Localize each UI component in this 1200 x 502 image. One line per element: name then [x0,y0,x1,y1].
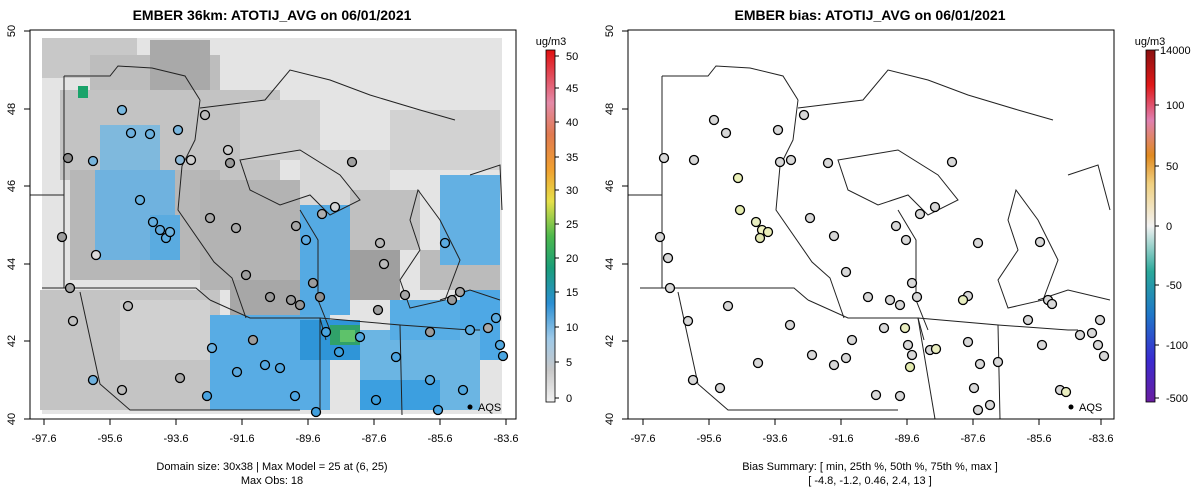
panel-model: EMBER 36km: ATOTIJ_AVG on 06/01/2021 [6,7,578,487]
y-tick-label: 44 [6,258,18,270]
aqs-sites [56,104,509,418]
colorbar-model: ug/m3 0 5 10 15 20 25 30 35 [536,36,579,405]
x-tick-label: -95.6 [97,433,122,445]
colorbar-tick: 15 [566,287,578,299]
colorbar-unit: ug/m3 [1135,36,1166,48]
x-tick-label: -83.6 [1088,433,1113,445]
colorbar-tick: 14000 [1160,45,1191,57]
x-tick-label: -89.6 [894,433,919,445]
x-tick-label: -85.6 [427,433,452,445]
footer-line-2: Max Obs: 18 [241,475,303,487]
x-tick-label: -95.6 [696,433,721,445]
colorbar-tick: 0 [566,393,572,405]
colorbar-unit: ug/m3 [536,36,567,48]
y-tick-label: 48 [6,103,18,115]
aqs-legend-dot [1068,404,1074,410]
colorbar-tick: -100 [1166,340,1188,352]
colorbar-tick: 10 [566,322,578,334]
x-tick-label: -91.6 [229,433,254,445]
model-field [30,30,516,419]
colorbar-tick: 0 [1166,221,1172,233]
y-axis [24,30,30,420]
y-tick-label: 40 [6,413,18,425]
boundaries [30,65,503,416]
aqs-legend-label: AQS [1079,402,1102,414]
x-tick-label: -93.6 [163,433,188,445]
colorbar-tick: 35 [566,152,578,164]
colorbar-bias: ug/m3 -500 -100 -50 0 50 100 14000 [1135,36,1191,405]
y-tick-label: 40 [604,413,616,425]
y-tick-label: 48 [604,103,616,115]
colorbar-tick: 100 [1166,100,1184,112]
footer-line-2: [ -4.8, -1.2, 0.46, 2.4, 13 ] [808,475,932,487]
x-tick-label: -85.6 [1026,433,1051,445]
panel-bias: EMBER bias: ATOTIJ_AVG on 06/01/2021 [604,7,1191,487]
boundaries [628,65,1111,420]
x-tick-label: -87.6 [361,433,386,445]
panel-title: EMBER bias: ATOTIJ_AVG on 06/01/2021 [734,7,1005,23]
bias-sites [654,109,1110,416]
colorbar-tick: 20 [566,253,578,265]
aqs-legend-dot [467,404,473,410]
y-tick-label: 46 [604,180,616,192]
x-tick-label: -97.6 [31,433,56,445]
colorbar-tick: 25 [566,219,578,231]
colorbar-tick: 50 [1166,161,1178,173]
x-axis [642,419,1102,425]
plot-frame [627,29,1115,420]
colorbar-tick: 30 [566,185,578,197]
y-axis [622,30,628,420]
colorbar-tick: -50 [1166,280,1182,292]
colorbar-tick: 5 [566,357,572,369]
x-tick-label: -97.6 [630,433,655,445]
y-tick-label: 50 [604,25,616,37]
x-tick-label: -91.6 [828,433,853,445]
footer-line-1: Bias Summary: [ min, 25th %, 50th %, 75t… [742,461,998,473]
footer-line-1: Domain size: 30x38 | Max Model = 25 at (… [156,461,387,473]
colorbar-tick: 45 [566,83,578,95]
aqs-legend-label: AQS [478,402,501,414]
bias-map [628,30,1114,420]
y-tick-label: 42 [6,335,18,347]
x-tick-label: -93.6 [762,433,787,445]
y-tick-label: 42 [604,335,616,347]
colorbar-tick: -500 [1166,393,1188,405]
y-tick-label: 50 [6,25,18,37]
colorbar-tick: 40 [566,117,578,129]
plot-frame [29,29,517,420]
y-tick-label: 46 [6,180,18,192]
x-tick-label: -83.6 [493,433,518,445]
x-axis [43,419,507,425]
colorbar-tick: 50 [566,51,578,63]
x-tick-label: -89.6 [295,433,320,445]
x-tick-label: -87.6 [960,433,985,445]
y-tick-label: 44 [604,258,616,270]
panel-title: EMBER 36km: ATOTIJ_AVG on 06/01/2021 [133,7,412,23]
